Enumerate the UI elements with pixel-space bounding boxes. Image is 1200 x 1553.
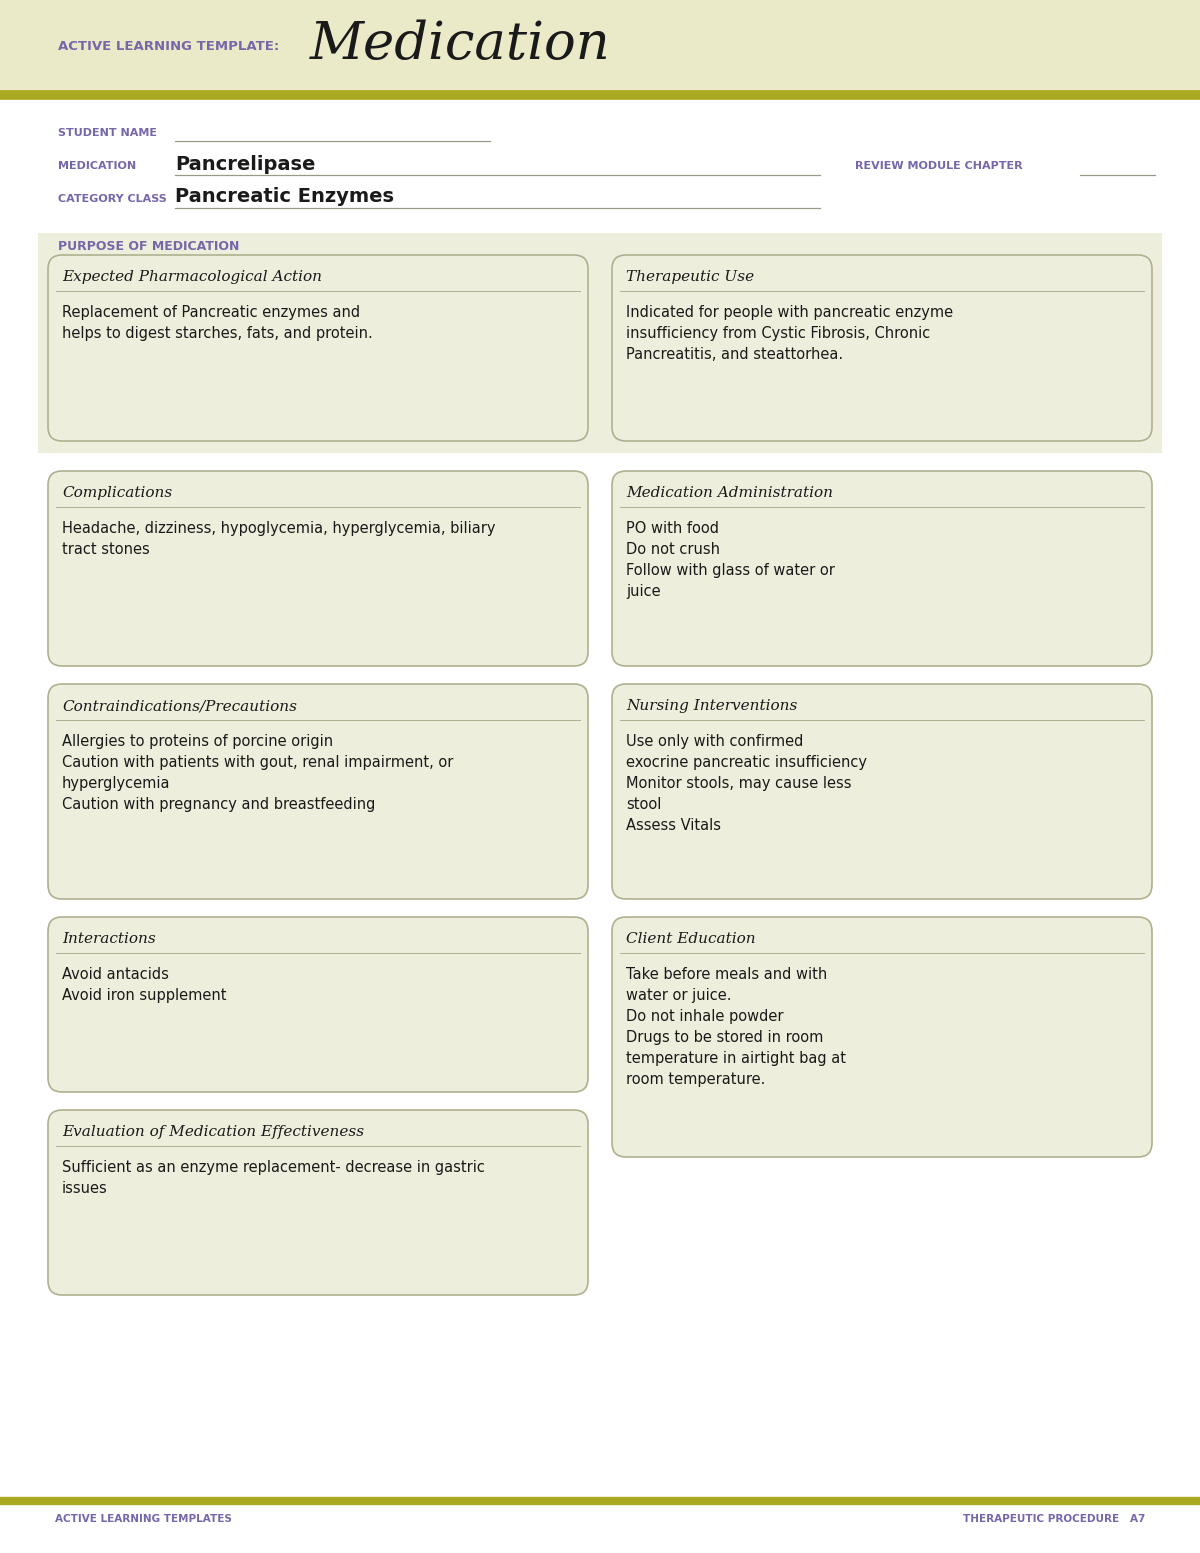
Text: Nursing Interventions: Nursing Interventions bbox=[626, 699, 797, 713]
Text: Indicated for people with pancreatic enzyme
insufficiency from Cystic Fibrosis, : Indicated for people with pancreatic enz… bbox=[626, 304, 953, 362]
FancyBboxPatch shape bbox=[612, 255, 1152, 441]
Bar bbox=[0, 0, 1200, 95]
Text: MEDICATION: MEDICATION bbox=[58, 162, 136, 171]
Text: Interactions: Interactions bbox=[62, 932, 156, 946]
FancyBboxPatch shape bbox=[612, 683, 1152, 899]
Text: Use only with confirmed
exocrine pancreatic insufficiency
Monitor stools, may ca: Use only with confirmed exocrine pancrea… bbox=[626, 735, 866, 832]
Text: Medication: Medication bbox=[310, 19, 611, 70]
FancyBboxPatch shape bbox=[48, 255, 588, 441]
Bar bbox=[38, 233, 1162, 453]
FancyBboxPatch shape bbox=[612, 471, 1152, 666]
Text: Evaluation of Medication Effectiveness: Evaluation of Medication Effectiveness bbox=[62, 1124, 364, 1138]
Text: REVIEW MODULE CHAPTER: REVIEW MODULE CHAPTER bbox=[854, 162, 1022, 171]
Text: Complications: Complications bbox=[62, 486, 173, 500]
Text: ACTIVE LEARNING TEMPLATE:: ACTIVE LEARNING TEMPLATE: bbox=[58, 40, 280, 53]
Text: Medication Administration: Medication Administration bbox=[626, 486, 833, 500]
FancyBboxPatch shape bbox=[48, 683, 588, 899]
Text: PURPOSE OF MEDICATION: PURPOSE OF MEDICATION bbox=[58, 241, 239, 253]
Text: Client Education: Client Education bbox=[626, 932, 756, 946]
FancyBboxPatch shape bbox=[48, 916, 588, 1092]
Text: ACTIVE LEARNING TEMPLATES: ACTIVE LEARNING TEMPLATES bbox=[55, 1514, 232, 1523]
Text: Sufficient as an enzyme replacement- decrease in gastric
issues: Sufficient as an enzyme replacement- dec… bbox=[62, 1160, 485, 1196]
Text: Allergies to proteins of porcine origin
Caution with patients with gout, renal i: Allergies to proteins of porcine origin … bbox=[62, 735, 454, 812]
Text: Avoid antacids
Avoid iron supplement: Avoid antacids Avoid iron supplement bbox=[62, 968, 227, 1003]
Text: PO with food
Do not crush
Follow with glass of water or
juice: PO with food Do not crush Follow with gl… bbox=[626, 520, 835, 599]
Text: Contraindications/Precautions: Contraindications/Precautions bbox=[62, 699, 298, 713]
Text: Headache, dizziness, hypoglycemia, hyperglycemia, biliary
tract stones: Headache, dizziness, hypoglycemia, hyper… bbox=[62, 520, 496, 558]
FancyBboxPatch shape bbox=[48, 1110, 588, 1295]
Text: Pancreatic Enzymes: Pancreatic Enzymes bbox=[175, 188, 394, 207]
Text: Take before meals and with
water or juice.
Do not inhale powder
Drugs to be stor: Take before meals and with water or juic… bbox=[626, 968, 846, 1087]
Text: Therapeutic Use: Therapeutic Use bbox=[626, 270, 754, 284]
FancyBboxPatch shape bbox=[612, 916, 1152, 1157]
Text: THERAPEUTIC PROCEDURE   A7: THERAPEUTIC PROCEDURE A7 bbox=[962, 1514, 1145, 1523]
Text: CATEGORY CLASS: CATEGORY CLASS bbox=[58, 194, 167, 203]
Text: Replacement of Pancreatic enzymes and
helps to digest starches, fats, and protei: Replacement of Pancreatic enzymes and he… bbox=[62, 304, 373, 342]
Text: Expected Pharmacological Action: Expected Pharmacological Action bbox=[62, 270, 322, 284]
Text: Pancrelipase: Pancrelipase bbox=[175, 154, 316, 174]
Text: STUDENT NAME: STUDENT NAME bbox=[58, 127, 157, 138]
FancyBboxPatch shape bbox=[48, 471, 588, 666]
